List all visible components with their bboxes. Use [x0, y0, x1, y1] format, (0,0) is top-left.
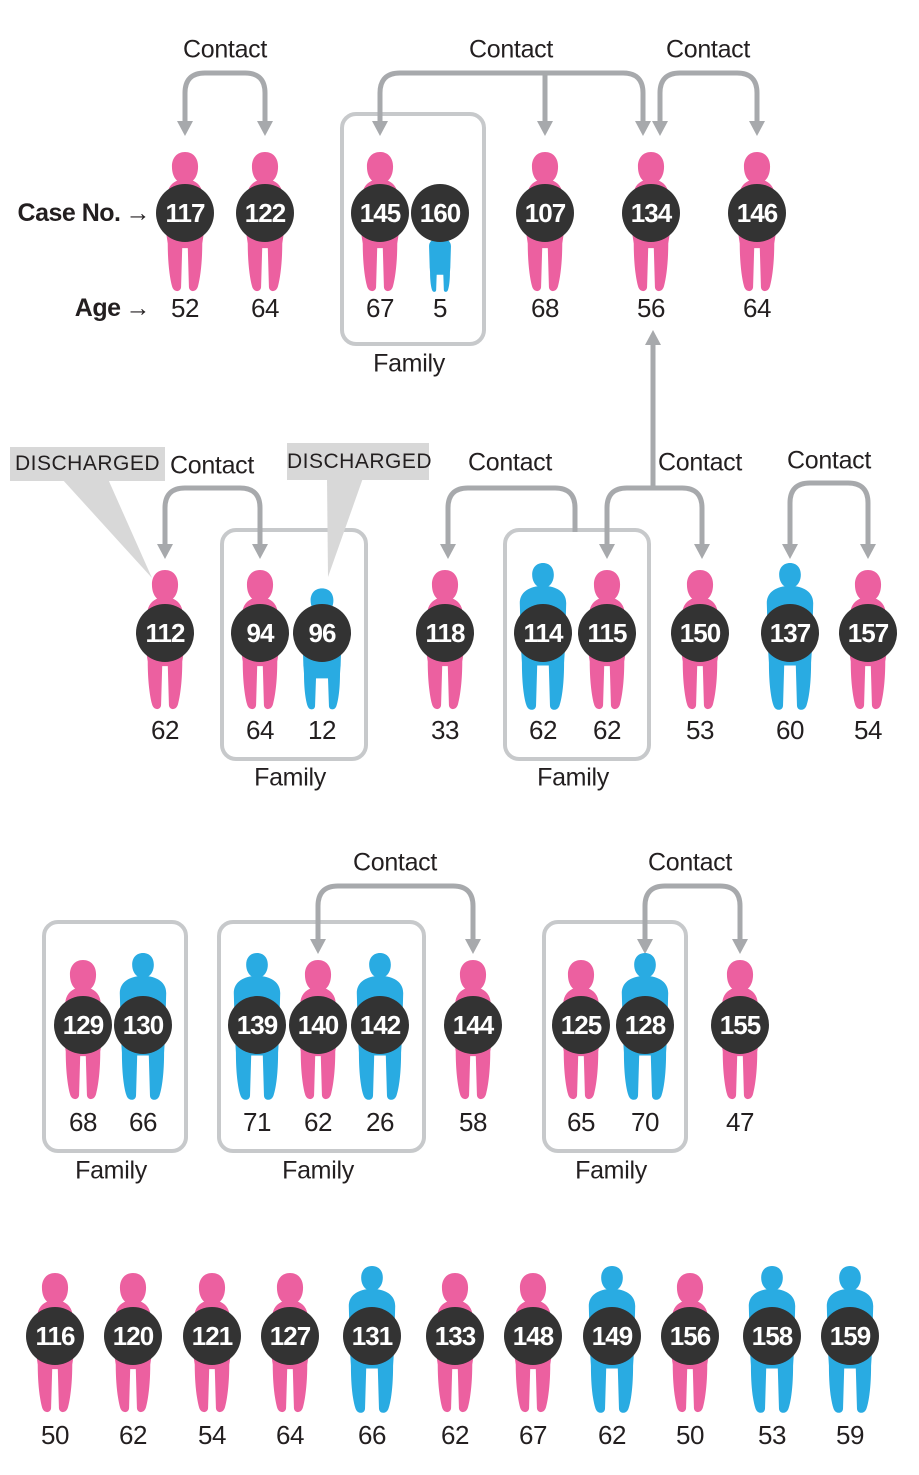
contact-connector [637, 883, 748, 954]
arrowhead-down-icon [637, 939, 653, 954]
contact-connector-line [657, 70, 760, 122]
contact-connector-line [162, 485, 263, 545]
arrowhead-down-icon [694, 544, 710, 559]
arrowhead-down-icon [177, 121, 193, 136]
contact-connector-line [315, 883, 476, 942]
contact-label: Contact [657, 448, 743, 477]
case-no-legend: Case No. → [0, 197, 151, 229]
arrowhead-down-icon [310, 939, 326, 954]
family-label: Family [575, 1156, 647, 1185]
arrowhead-down-icon [782, 544, 798, 559]
contact-label: Contact [786, 446, 872, 475]
arrowhead-down-icon [749, 121, 765, 136]
age-legend-text: Age [74, 294, 121, 322]
arrowhead-down-icon [252, 544, 268, 559]
contact-connector [440, 485, 578, 559]
contact-label: Contact [169, 451, 255, 480]
contact-connector-line [604, 485, 705, 545]
family-box [220, 528, 368, 761]
discharged-badge: DISCHARGED [287, 443, 432, 480]
contact-connector-line [787, 480, 871, 545]
family-box [542, 920, 688, 1153]
family-label: Family [254, 763, 326, 792]
contact-connector [157, 485, 268, 559]
family-label: Family [75, 1156, 147, 1185]
contact-connector [177, 70, 273, 136]
right-arrow-icon: → [125, 294, 151, 322]
arrowhead-down-icon [652, 121, 668, 136]
contact-label: Contact [665, 35, 751, 64]
contact-label: Contact [352, 848, 438, 877]
arrowhead-down-icon [157, 544, 173, 559]
contact-connector [310, 883, 481, 954]
contact-connector-line [377, 70, 646, 122]
family-box [217, 920, 426, 1153]
arrowhead-down-icon [732, 939, 748, 954]
arrowhead-up-icon [645, 330, 661, 345]
contact-connector [372, 70, 651, 136]
arrowhead-down-icon [372, 121, 388, 136]
arrowhead-down-icon [537, 121, 553, 136]
family-label: Family [537, 763, 609, 792]
discharged-pointer [62, 479, 152, 578]
case-no-legend-text: Case No. [17, 199, 121, 227]
contact-label: Contact [468, 35, 554, 64]
contact-connector [652, 70, 765, 136]
contact-label: Contact [467, 448, 553, 477]
contact-label: Contact [647, 848, 733, 877]
family-label: Family [373, 349, 445, 378]
contact-connector-line [445, 485, 578, 545]
arrowhead-down-icon [465, 939, 481, 954]
contact-connector [782, 480, 876, 559]
discharged-pointer [327, 478, 363, 577]
contact-connector [599, 330, 710, 559]
discharged-badge: DISCHARGED [10, 447, 165, 481]
family-box [42, 920, 188, 1153]
arrowhead-down-icon [635, 121, 651, 136]
arrowhead-down-icon [599, 544, 615, 559]
contact-connector-line [182, 70, 268, 122]
contact-label: Contact [182, 35, 268, 64]
family-label: Family [282, 1156, 354, 1185]
arrowhead-down-icon [257, 121, 273, 136]
arrowhead-down-icon [860, 544, 876, 559]
family-box [340, 112, 486, 346]
age-legend: Age → [0, 292, 151, 324]
arrowhead-down-icon [440, 544, 456, 559]
contact-connector-line [642, 883, 743, 942]
right-arrow-icon: → [125, 199, 151, 227]
